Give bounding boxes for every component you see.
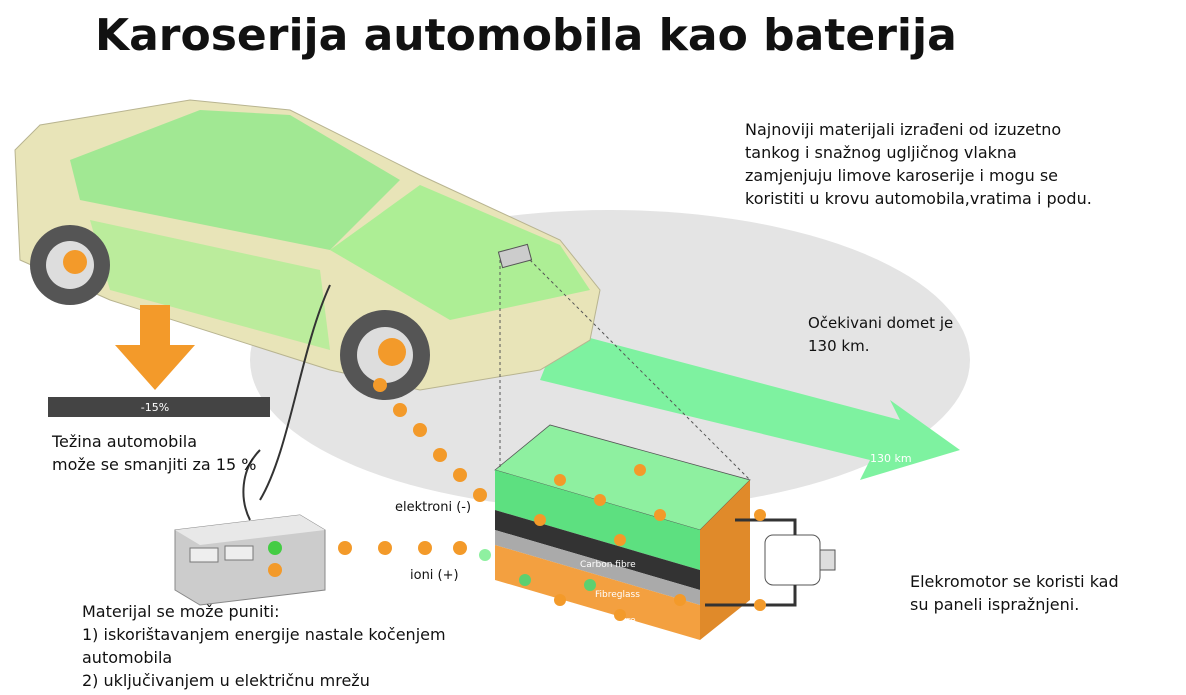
- charging-note: Materijal se može puniti: 1) iskorištava…: [82, 600, 446, 692]
- particles: [338, 378, 766, 621]
- text-line: 2) uključivanjem u električnu mrežu: [82, 671, 370, 690]
- layer-label: Fibreglass: [595, 590, 640, 600]
- range-label: 130 km: [870, 452, 912, 465]
- cable: [242, 284, 331, 521]
- text-line: tankog i snažnog ugljičnog vlakna: [745, 143, 1017, 162]
- layer-label: Carbon fibre: [580, 616, 636, 626]
- text-line: može se smanjiti za 15 %: [52, 455, 257, 474]
- text-line: Elekromotor se koristi kad: [910, 572, 1119, 591]
- title: Karoserija automobila kao baterija: [95, 10, 957, 61]
- battery: [494, 424, 751, 640]
- guide: [529, 259, 751, 481]
- weight-bar: [48, 397, 270, 417]
- charger: [174, 514, 326, 606]
- text-line: Najnoviji materijali izrađeni od izuzetn…: [745, 120, 1062, 139]
- text-line: automobila: [82, 648, 173, 667]
- materials-note: Najnoviji materijali izrađeni od izuzetn…: [745, 118, 1092, 210]
- weight-note: Težina automobila može se smanjiti za 15…: [52, 430, 256, 476]
- layer-label: Carbon fibre: [580, 560, 636, 570]
- range-arrow: [540, 330, 960, 480]
- weight-label: -15%: [141, 401, 169, 414]
- text-line: 130 km.: [808, 337, 870, 355]
- motor: [705, 518, 836, 607]
- motor-note: Elekromotor se koristi kad su paneli isp…: [910, 570, 1119, 616]
- text-line: koristiti u krovu automobila,vratima i p…: [745, 189, 1092, 208]
- car: [14, 99, 601, 400]
- range-note: Očekivani domet je 130 km.: [808, 312, 953, 358]
- text-line: Težina automobila: [52, 432, 198, 451]
- text-line: su paneli ispražnjeni.: [910, 595, 1080, 614]
- ions-label: ioni (+): [410, 568, 459, 583]
- text-line: Materijal se može puniti:: [82, 602, 280, 621]
- electrons-label: elektroni (-): [395, 500, 472, 515]
- weight-arrow: [115, 305, 195, 390]
- text-line: zamjenjuju limove karoserije i mogu se: [745, 166, 1058, 185]
- text-line: Očekivani domet je: [808, 314, 954, 332]
- text-line: 1) iskorištavanjem energije nastale koče…: [82, 625, 446, 644]
